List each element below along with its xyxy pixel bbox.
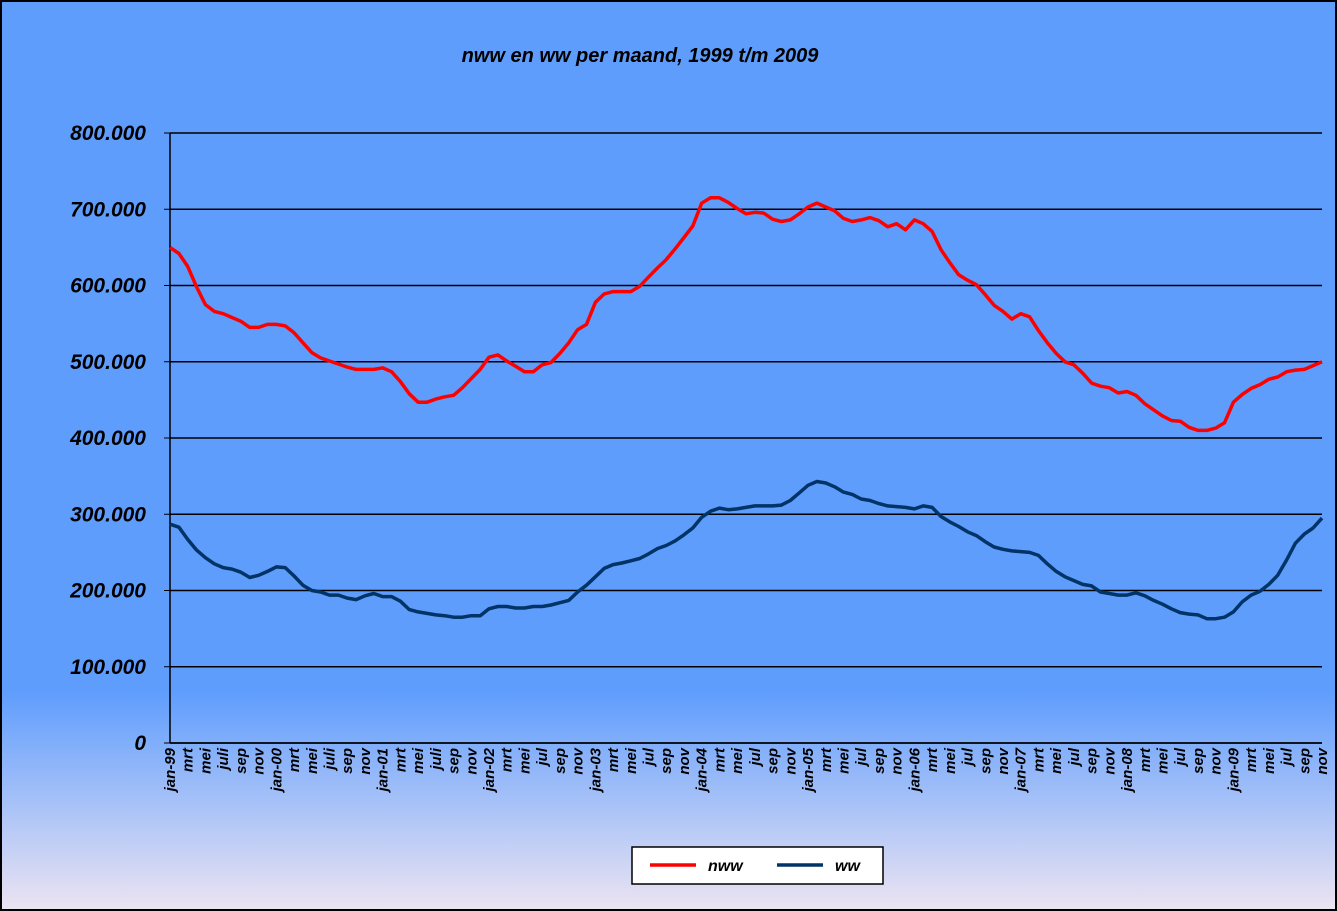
chart-title: nww en ww per maand, 1999 t/m 2009 (462, 45, 820, 67)
legend-label: ww (835, 858, 861, 875)
x-tick-label: sep (233, 748, 250, 774)
y-tick-label: 400.000 (69, 427, 146, 450)
x-tick-label: jan-04 (694, 747, 711, 793)
x-tick-label: mrt (499, 747, 516, 772)
x-tick-label: jul (960, 747, 977, 767)
x-tick-label: jan-07 (1013, 747, 1030, 793)
x-tick-label: sep (552, 748, 569, 774)
x-tick-label: jul (1172, 747, 1189, 767)
x-tick-label: nov (889, 746, 906, 774)
x-tick-label: mrt (286, 747, 303, 772)
x-tick-label: sep (1190, 748, 1207, 774)
x-tick-label: jan-99 (162, 747, 179, 793)
x-tick-label: mei (1048, 747, 1065, 774)
x-tick-label: nov (570, 746, 587, 774)
legend: nww ww (631, 846, 884, 885)
x-tick-label: mrt (711, 747, 728, 772)
x-tick-label: mei (1154, 747, 1171, 774)
x-tick-label: jul (853, 747, 870, 767)
x-tick-label: juli (322, 747, 339, 771)
x-tick-label: sep (765, 748, 782, 774)
x-tick-label: mrt (1030, 747, 1047, 772)
x-tick-label: mrt (818, 747, 835, 772)
x-tick-label: nov (782, 746, 799, 774)
x-tick-label: mrt (180, 747, 197, 772)
x-tick-label: jan-00 (268, 747, 285, 793)
x-tick-label: sep (977, 748, 994, 774)
x-tick-label: mei (942, 747, 959, 774)
x-tick-label: sep (871, 748, 888, 774)
x-tick-label: mrt (1243, 747, 1260, 772)
x-tick-label: jan-01 (375, 748, 392, 793)
x-tick-label: jul (747, 747, 764, 767)
x-tick-label: sep (1084, 748, 1101, 774)
x-tick-label: jan-05 (800, 747, 817, 793)
x-tick-label: juli (428, 747, 445, 771)
x-tick-label: mei (304, 747, 321, 774)
x-tick-label: sep (446, 748, 463, 774)
x-tick-label: juli (215, 747, 232, 771)
x-tick-label: nov (1208, 746, 1225, 774)
x-tick-label: jul (641, 747, 658, 767)
x-tick-label: nov (357, 746, 374, 774)
x-tick-label: mei (410, 747, 427, 774)
x-tick-label: jan-02 (481, 747, 498, 793)
x-tick-label: nov (1101, 746, 1118, 774)
series-line (169, 196, 1323, 433)
y-tick-label: 100.000 (70, 656, 146, 679)
x-tick-label: mrt (392, 747, 409, 772)
x-tick-label: jul (534, 747, 551, 767)
x-tick-label: sep (1296, 748, 1313, 774)
x-tick-label: sep (658, 748, 675, 774)
y-tick-label: 600.000 (70, 275, 146, 298)
x-tick-label: mrt (605, 747, 622, 772)
x-tick-label: nov (676, 746, 693, 774)
x-tick-label: mrt (924, 747, 941, 772)
y-tick-label: 800.000 (70, 122, 146, 145)
x-tick-label: jan-09 (1225, 747, 1242, 793)
x-tick-label: nov (1314, 746, 1331, 774)
x-tick-label: mei (729, 747, 746, 774)
x-tick-label: jul (1066, 747, 1083, 767)
y-tick-label: 300.000 (70, 503, 146, 526)
x-tick-label: nov (251, 746, 268, 774)
x-tick-label: mei (623, 747, 640, 774)
x-tick-label: mei (1261, 747, 1278, 774)
x-tick-label: mei (197, 747, 214, 774)
y-tick-label: 700.000 (70, 198, 146, 221)
y-tick-label: 0 (134, 732, 146, 755)
x-tick-label: nov (463, 746, 480, 774)
y-tick-label: 500.000 (70, 351, 146, 374)
x-tick-label: mei (835, 747, 852, 774)
x-tick-label: jan-06 (906, 747, 923, 793)
x-tick-label: sep (339, 748, 356, 774)
x-tick-label: mrt (1137, 747, 1154, 772)
x-tick-label: jul (1279, 747, 1296, 767)
y-tick-label: 200.000 (69, 580, 146, 603)
x-tick-label: jan-03 (587, 747, 604, 793)
series-line (169, 479, 1324, 621)
x-tick-label: jan-08 (1119, 747, 1136, 793)
x-tick-label: nov (995, 746, 1012, 774)
x-tick-label: mei (516, 747, 533, 774)
legend-label: nww (708, 858, 744, 875)
